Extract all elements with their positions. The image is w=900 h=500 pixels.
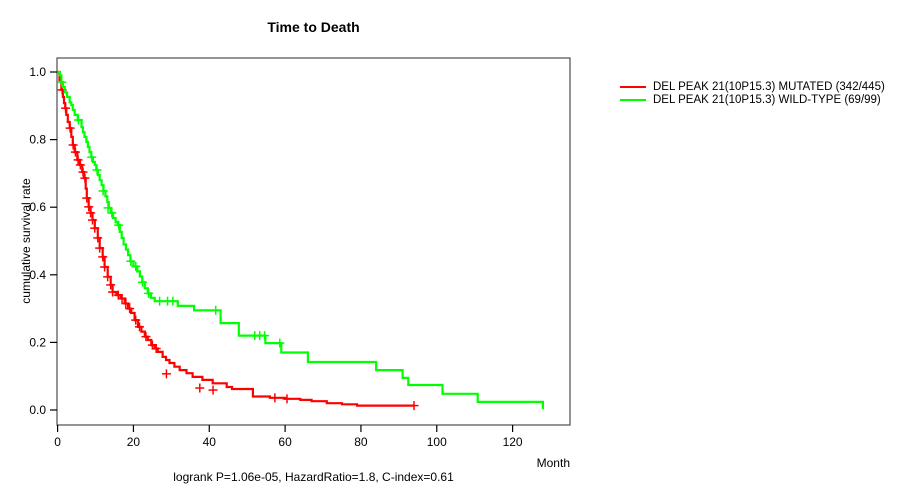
series-mutated: [57, 70, 419, 411]
y-tick-label: 0.8: [29, 133, 46, 147]
y-axis: 0.0 0.2 0.4 0.6 0.8 1.0: [29, 65, 57, 417]
legend: DEL PEAK 21(10P15.3) MUTATED (342/445) D…: [620, 80, 885, 106]
x-tick-label: 120: [503, 435, 523, 449]
y-tick-label: 0.4: [29, 268, 46, 282]
chart-title: Time to Death: [267, 19, 360, 35]
legend-item-mutated: DEL PEAK 21(10P15.3) MUTATED (342/445): [620, 80, 885, 93]
y-axis-label: cumulative survival rate: [19, 178, 33, 304]
x-axis: 0 20 40 60 80 100 120: [54, 425, 523, 449]
survival-curve: [57, 70, 414, 407]
wildtype-line-swatch: [620, 98, 646, 101]
survival-curve: [57, 70, 544, 410]
x-tick-label: 80: [354, 435, 368, 449]
mutated-line-swatch: [620, 85, 646, 88]
x-tick-label: 20: [127, 435, 141, 449]
series-wildtype: [57, 70, 544, 410]
plot-box: [56, 57, 571, 426]
legend-label-mutated: DEL PEAK 21(10P15.3) MUTATED (342/445): [653, 80, 885, 93]
y-tick-label: 0.0: [29, 403, 46, 417]
y-tick-label: 0.2: [29, 335, 46, 349]
legend-item-wildtype: DEL PEAK 21(10P15.3) WILD-TYPE (69/99): [620, 93, 885, 106]
x-tick-label: 100: [427, 435, 447, 449]
x-tick-label: 0: [54, 435, 61, 449]
y-tick-label: 1.0: [29, 65, 46, 79]
x-tick-label: 60: [278, 435, 292, 449]
stats-annotation: logrank P=1.06e-05, HazardRatio=1.8, C-i…: [173, 470, 454, 484]
x-tick-label: 40: [203, 435, 217, 449]
legend-label-wildtype: DEL PEAK 21(10P15.3) WILD-TYPE (69/99): [653, 93, 881, 106]
y-tick-label: 0.6: [29, 200, 46, 214]
x-axis-label: Month: [536, 456, 570, 470]
